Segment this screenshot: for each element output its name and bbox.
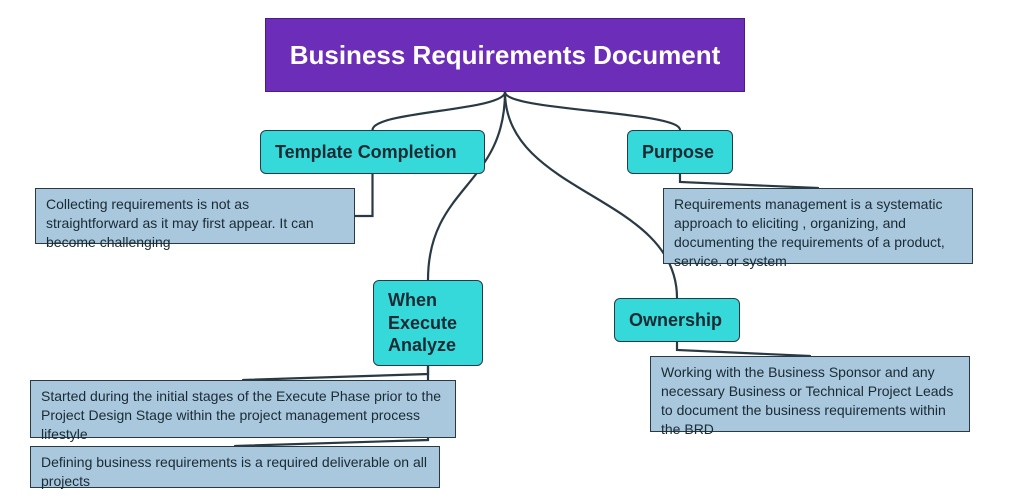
- branch-purpose: Purpose: [627, 130, 733, 174]
- leaf-ownership-0: Working with the Business Sponsor and an…: [650, 356, 970, 432]
- root-node: Business Requirements Document: [265, 18, 745, 92]
- leaf-purpose-0: Requirements management is a systematic …: [663, 188, 973, 264]
- leaf-when-0: Started during the initial stages of the…: [30, 380, 456, 438]
- branch-when: When Execute Analyze: [373, 280, 483, 366]
- branch-template: Template Completion: [260, 130, 485, 174]
- mindmap-canvas: Business Requirements Document Template …: [0, 0, 1012, 503]
- leaf-when-1: Defining business requirements is a requ…: [30, 446, 440, 488]
- branch-ownership: Ownership: [614, 298, 740, 342]
- leaf-template-0: Collecting requirements is not as straig…: [35, 188, 355, 244]
